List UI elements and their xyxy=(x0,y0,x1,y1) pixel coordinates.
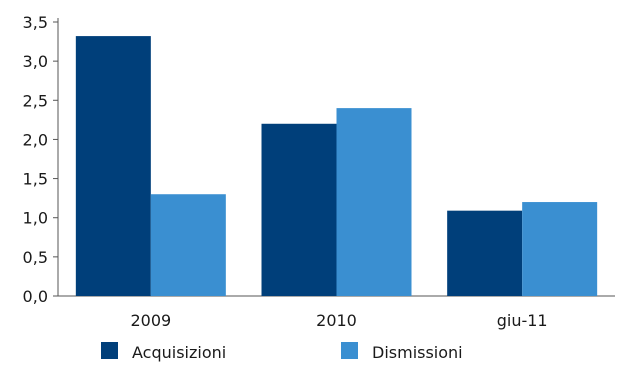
y-tick-label: 1,0 xyxy=(23,209,48,228)
bar-dismissioni-2009 xyxy=(150,194,226,296)
bar-dismissioni-giu-11 xyxy=(522,202,598,296)
x-tick-label: 2010 xyxy=(316,311,357,330)
y-axis: 0,0 0,5 1,0 1,5 2,0 2,5 3,0 3,5 xyxy=(23,13,59,306)
y-tick-label: 2,5 xyxy=(23,91,48,110)
legend-swatch-dismissioni xyxy=(341,342,358,359)
bar-dismissioni-2010 xyxy=(336,108,412,296)
y-tick-label: 2,0 xyxy=(23,130,48,149)
y-tick-label: 0,0 xyxy=(23,287,48,306)
bar-acquisizioni-2010 xyxy=(261,123,337,297)
legend-label-dismissioni: Dismissioni xyxy=(372,343,463,362)
legend-swatch-acquisizioni xyxy=(101,342,118,359)
x-axis: 2009 2010 giu-11 xyxy=(58,295,615,330)
bar-acquisizioni-2009 xyxy=(75,36,151,296)
y-tick-label: 0,5 xyxy=(23,248,48,267)
legend: Acquisizioni Dismissioni xyxy=(101,342,463,362)
bar-acquisizioni-giu-11 xyxy=(447,210,523,296)
y-tick-label: 3,0 xyxy=(23,52,48,71)
bars xyxy=(75,36,598,297)
legend-label-acquisizioni: Acquisizioni xyxy=(132,343,226,362)
y-tick-label: 1,5 xyxy=(23,170,48,189)
y-tick-label: 3,5 xyxy=(23,13,48,32)
x-tick-label: giu-11 xyxy=(497,311,548,330)
x-tick-label: 2009 xyxy=(130,311,171,330)
